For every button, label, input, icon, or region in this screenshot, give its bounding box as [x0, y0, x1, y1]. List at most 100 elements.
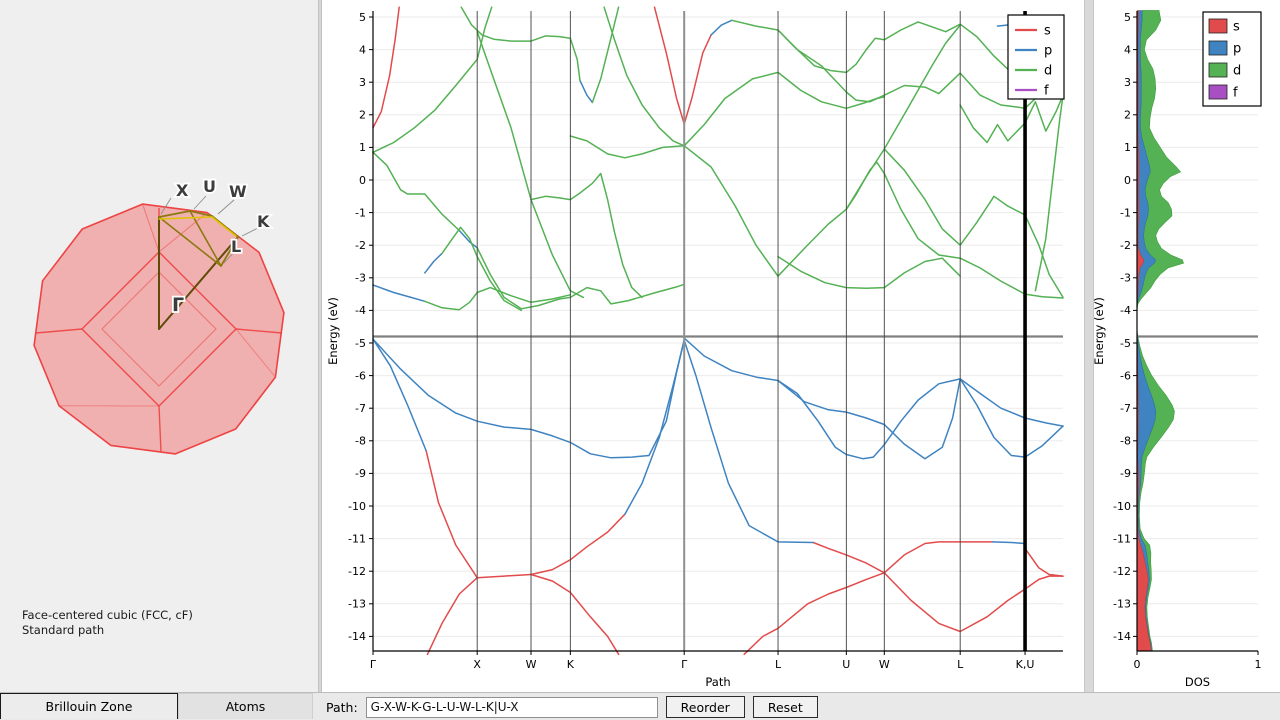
svg-text:-12: -12 — [348, 565, 366, 578]
brillouin-zone-canvas[interactable]: X U W K L Γ — [0, 0, 318, 692]
svg-text:-13: -13 — [1113, 598, 1131, 611]
svg-text:1: 1 — [1255, 658, 1262, 671]
svg-text:Γ: Γ — [681, 658, 688, 671]
band-structure-panel: 5 4 3 2 1 0 -1 -2 -3 -4 -5 -6 -7 -8 -9 -10 -11 -12 -13 -14 Γ… — [322, 0, 1084, 692]
svg-text:L: L — [957, 658, 964, 671]
path-controls: Path: Reorder Reset — [326, 693, 818, 720]
svg-text:-10: -10 — [348, 500, 366, 513]
bz-label-l: L — [231, 237, 241, 256]
svg-text:d: d — [1044, 64, 1052, 79]
dos-gridlines — [1137, 16, 1258, 637]
brillouin-zone-panel: X U W K L Γ Face-centered cubic (FCC, cF… — [0, 0, 318, 692]
svg-text:-1: -1 — [355, 206, 366, 219]
svg-text:-4: -4 — [355, 304, 366, 317]
x-axis-title: Path — [705, 675, 730, 689]
svg-text:-11: -11 — [1113, 532, 1131, 545]
y-tick-labels: 5 4 3 2 1 0 -1 -2 -3 -4 -5 -6 -7 -8 -9 -10 -11 -12 -13 -14 — [1113, 11, 1137, 643]
cell-caption-line1: Face-centered cubic (FCC, cF) — [22, 608, 193, 622]
svg-text:1: 1 — [1124, 141, 1131, 154]
svg-text:-9: -9 — [1120, 467, 1131, 480]
svg-text:-6: -6 — [1120, 369, 1131, 382]
svg-text:-7: -7 — [355, 402, 366, 415]
svg-text:-12: -12 — [1113, 565, 1131, 578]
band-gridlines — [373, 16, 1063, 637]
svg-text:2: 2 — [359, 109, 366, 122]
svg-text:s: s — [1233, 20, 1240, 35]
bz-label-k: K — [257, 212, 270, 231]
svg-text:-2: -2 — [355, 239, 366, 252]
svg-text:-3: -3 — [1120, 272, 1131, 285]
svg-text:-14: -14 — [348, 630, 366, 643]
reset-button[interactable]: Reset — [752, 696, 818, 718]
svg-text:s: s — [1044, 24, 1051, 39]
bottom-bar: Brillouin Zone Atoms Path: Reorder Reset — [0, 692, 1280, 720]
svg-text:p: p — [1233, 42, 1241, 57]
svg-text:5: 5 — [1124, 11, 1131, 24]
svg-text:f: f — [1044, 84, 1049, 99]
tab-bar: Brillouin Zone Atoms — [0, 693, 313, 720]
svg-text:0: 0 — [1134, 658, 1141, 671]
svg-text:0: 0 — [1124, 174, 1131, 187]
bz-label-w: W — [229, 182, 247, 201]
svg-text:-3: -3 — [355, 272, 366, 285]
band-lines — [372, 6, 1064, 656]
svg-text:-1: -1 — [1120, 206, 1131, 219]
x-axis-title: DOS — [1185, 675, 1210, 689]
svg-text:-6: -6 — [355, 369, 366, 382]
svg-text:-5: -5 — [355, 337, 366, 350]
svg-text:-5: -5 — [1120, 337, 1131, 350]
svg-text:K,U: K,U — [1016, 658, 1035, 671]
svg-text:U: U — [842, 658, 850, 671]
y-tick-labels: 5 4 3 2 1 0 -1 -2 -3 -4 -5 -6 -7 -8 -9 -10 -11 -12 -13 -14 — [348, 11, 373, 643]
svg-text:1: 1 — [359, 141, 366, 154]
panel-divider — [1084, 0, 1094, 692]
svg-text:-4: -4 — [1120, 304, 1131, 317]
svg-text:4: 4 — [1124, 43, 1131, 56]
band-structure-plot: 5 4 3 2 1 0 -1 -2 -3 -4 -5 -6 -7 -8 -9 -10 -11 -12 -13 -14 Γ… — [326, 6, 1065, 689]
tab-atoms[interactable]: Atoms — [178, 693, 313, 719]
tab-brillouin-zone[interactable]: Brillouin Zone — [0, 693, 178, 719]
svg-text:-14: -14 — [1113, 630, 1131, 643]
svg-text:p: p — [1044, 44, 1052, 59]
path-input[interactable] — [365, 696, 658, 718]
svg-text:0: 0 — [359, 174, 366, 187]
svg-text:-7: -7 — [1120, 402, 1131, 415]
y-axis-title: Energy (eV) — [326, 297, 340, 365]
svg-text:2: 2 — [1124, 109, 1131, 122]
svg-text:Γ: Γ — [370, 658, 377, 671]
panel-divider — [318, 0, 322, 692]
cell-caption-line2: Standard path — [22, 623, 105, 637]
dos-panel: 5 4 3 2 1 0 -1 -2 -3 -4 -5 -6 -7 -8 -9 -10 -11 -12 -13 -14 0… — [1092, 0, 1280, 692]
svg-text:X: X — [473, 658, 481, 671]
svg-text:-8: -8 — [355, 435, 366, 448]
svg-text:W: W — [879, 658, 890, 671]
svg-text:-8: -8 — [1120, 435, 1131, 448]
bz-leader-lines — [160, 195, 259, 264]
bz-label-u: U — [203, 177, 216, 196]
svg-text:3: 3 — [1124, 76, 1131, 89]
svg-text:f: f — [1233, 86, 1238, 101]
svg-text:-9: -9 — [355, 467, 366, 480]
svg-text:-2: -2 — [1120, 239, 1131, 252]
dos-areas — [1136, 10, 1184, 652]
bz-kpath — [158, 210, 239, 330]
reorder-button[interactable]: Reorder — [665, 696, 745, 718]
svg-text:d: d — [1233, 64, 1241, 79]
bz-label-gamma: Γ — [172, 294, 184, 316]
svg-text:3: 3 — [359, 76, 366, 89]
svg-text:5: 5 — [359, 11, 366, 24]
x-tick-labels: Γ X W K Γ L U W L K,U — [370, 651, 1035, 671]
bz-label-x: X — [176, 181, 189, 200]
svg-text:4: 4 — [359, 43, 366, 56]
cell-caption: Face-centered cubic (FCC, cF) Standard p… — [22, 608, 193, 638]
dos-plot: 543210-1-2-3-4-5-6-7-8-9-10-11-12-13-140… — [1092, 10, 1262, 689]
svg-text:-13: -13 — [348, 598, 366, 611]
path-label: Path: — [326, 699, 358, 715]
svg-text:K: K — [567, 658, 575, 671]
svg-text:L: L — [775, 658, 782, 671]
svg-text:-10: -10 — [1113, 500, 1131, 513]
